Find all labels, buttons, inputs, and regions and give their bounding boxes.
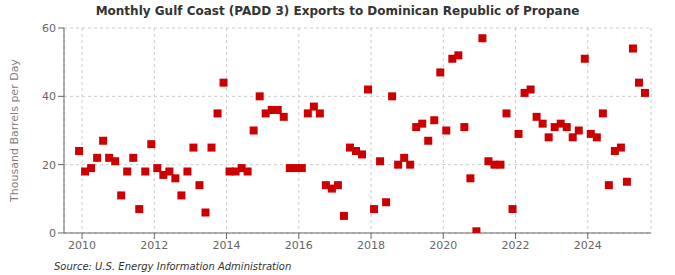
svg-text:2016: 2016 [285,239,313,252]
html-text:Source: U.S. Energy Informatio: Source: U.S. Energy Information Administ… [54,261,292,272]
svg-text:2024: 2024 [574,239,602,252]
svg-text:60: 60 [42,22,56,35]
svg-text:20: 20 [42,159,56,172]
svg-text:Thousand Barrels per Day: Thousand Barrels per Day [8,59,21,203]
svg-text:0: 0 [49,227,56,240]
svg-text:2018: 2018 [357,239,385,252]
svg-text:40: 40 [42,90,56,103]
svg-text:2012: 2012 [140,239,168,252]
html-text:Monthly Gulf Coast (PADD 3) Ex: Monthly Gulf Coast (PADD 3) Exports to D… [95,4,580,18]
svg-text:2014: 2014 [213,239,241,252]
svg-text:2020: 2020 [429,239,457,252]
svg-text:2022: 2022 [502,239,530,252]
svg-text:2010: 2010 [68,239,96,252]
